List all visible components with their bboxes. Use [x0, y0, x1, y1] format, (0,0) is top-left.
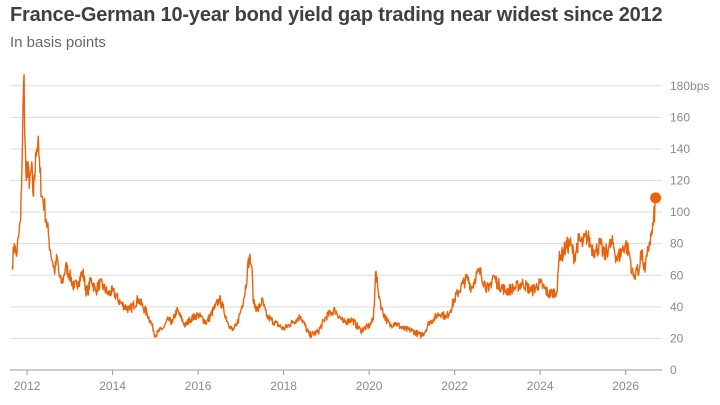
y-tick-label: 0 [670, 363, 677, 377]
x-tick-label: 2018 [270, 379, 297, 393]
y-tick-label: 80 [670, 237, 684, 251]
x-tick-label: 2022 [441, 379, 468, 393]
series-group [11, 74, 657, 339]
y-tick-label: 60 [670, 268, 684, 282]
chart-subtitle: In basis points [10, 34, 106, 51]
y-tick-label: 140 [670, 142, 690, 156]
chart-title: France-German 10-year bond yield gap tra… [10, 4, 663, 26]
x-tick-label: 2014 [99, 379, 126, 393]
x-tick-label: 2024 [527, 379, 554, 393]
end-marker-group [650, 192, 662, 204]
latest-value-marker [650, 192, 662, 204]
x-tick-label: 2016 [185, 379, 212, 393]
y-tick-label: 180bps [670, 79, 709, 93]
series-line [11, 74, 657, 339]
y-tick-label: 160 [670, 110, 690, 124]
y-axis-tick-labels: 0 20 40 60 80 100 120 140 160 180bps [670, 79, 709, 377]
y-tick-label: 100 [670, 205, 690, 219]
y-tick-label: 40 [670, 300, 684, 314]
y-tick-label: 20 [670, 331, 684, 345]
x-axis-tick-labels: 2012 2014 2016 2018 2020 2022 2024 2026 [14, 370, 639, 393]
x-tick-label: 2026 [612, 379, 639, 393]
y-tick-label: 120 [670, 174, 690, 188]
x-tick-label: 2020 [356, 379, 383, 393]
gridlines [10, 85, 662, 371]
x-tick-label: 2012 [14, 379, 41, 393]
